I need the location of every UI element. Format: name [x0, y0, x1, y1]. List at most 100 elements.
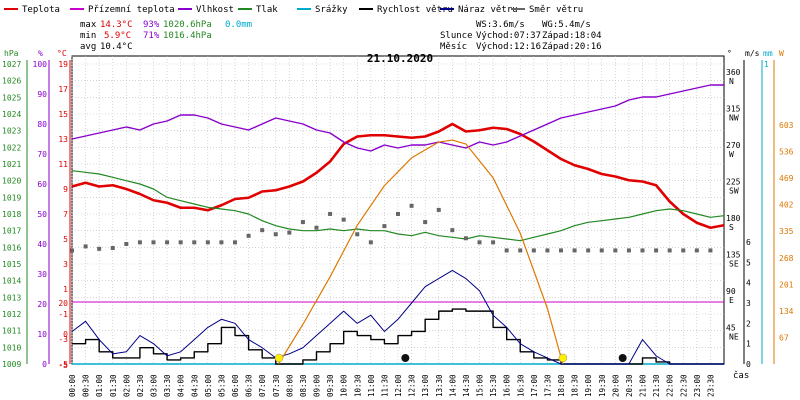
x-tick-label: 20:00	[611, 374, 620, 397]
hpa-tick-label: 1023	[2, 127, 21, 136]
solar-tick-label: 134	[779, 307, 794, 316]
dir-compass-label: NW	[729, 114, 739, 123]
wind-direction-point	[545, 248, 550, 253]
legend: Teplota Přízemní teplota Vlhkost Tlak Srážky…	[4, 5, 583, 15]
x-tick-label: 13:00	[421, 374, 430, 397]
wind-direction-point	[491, 240, 496, 245]
x-tick-label: 02:30	[136, 374, 145, 397]
dir-compass-label: SE	[729, 260, 739, 269]
wind-direction-point	[654, 248, 659, 253]
temp-lower-tick-label: 0	[63, 330, 68, 339]
legend-label: Srážky	[315, 5, 348, 15]
wind-direction-point	[300, 220, 305, 225]
legend-item: Náraz větru	[440, 5, 518, 15]
wind-direction-point	[124, 241, 129, 246]
stats-avg-temp: 10.4°C	[100, 42, 133, 52]
dir-tick-label: 90	[726, 287, 736, 296]
dir-tick-label: 270	[726, 141, 741, 150]
series-tlak	[71, 170, 725, 242]
dir-compass-label: E	[729, 296, 734, 305]
x-tick-label: 03:30	[163, 374, 172, 397]
legend-item: Rychlost větru	[359, 5, 453, 15]
stats-min-hum: 71%	[143, 31, 160, 41]
wind-tick-label: 5	[746, 258, 751, 267]
solar-tick-label: 536	[779, 148, 794, 157]
wind-direction-point	[667, 248, 672, 253]
x-tick-label: 05:30	[217, 374, 226, 397]
hpa-tick-label: 1022	[2, 143, 21, 152]
x-tick-label: 23:00	[693, 374, 702, 397]
hum-tick-label: 30	[37, 270, 47, 279]
hum-tick-label: 20	[37, 300, 47, 309]
temp-lower-tick-label: -5	[58, 361, 68, 370]
hum-tick-label: 100	[33, 60, 48, 69]
legend-label: Vlhkost	[196, 5, 234, 15]
legend-label: Tlak	[256, 5, 278, 15]
moonrise-marker	[401, 354, 410, 362]
solar-unit: W	[779, 49, 784, 58]
wind-direction-point	[219, 240, 224, 245]
x-tick-label: 12:00	[394, 374, 403, 397]
x-tick-label: 10:30	[353, 374, 362, 397]
temp-tick-label: 5	[63, 235, 68, 244]
wind-tick-label: 1	[746, 340, 751, 349]
x-tick-label: 00:00	[68, 374, 77, 397]
hpa-tick-label: 1024	[2, 110, 21, 119]
x-tick-label: 07:00	[258, 374, 267, 397]
wind-direction-point	[436, 207, 441, 212]
solar-tick-label: 402	[779, 201, 794, 210]
wind-tick-label: 2	[746, 319, 751, 328]
hpa-tick-label: 1015	[2, 260, 21, 269]
temp-tick-label: 7	[63, 210, 68, 219]
solar-tick-label: 469	[779, 174, 794, 183]
hpa-tick-label: 1010	[2, 343, 21, 352]
hum-tick-label: 70	[37, 150, 47, 159]
legend-label: Směr větru	[529, 5, 583, 15]
temp-tick-label: 13	[58, 135, 68, 144]
wind-direction-point	[192, 240, 197, 245]
wind-direction-point	[110, 246, 115, 251]
wind-direction-point	[97, 246, 102, 251]
temp-tick-label: -5	[58, 360, 68, 369]
wind-direction-series	[70, 203, 713, 253]
x-tick-label: 12:30	[408, 374, 417, 397]
legend-item: Srážky	[297, 5, 348, 15]
hum-tick-label: 50	[37, 210, 47, 219]
solar-tick-label: 603	[779, 121, 794, 130]
chart-header: 21.10.2020 max 14.3°C 93% 1020.6hPa 0.0m…	[80, 20, 749, 381]
sun-set: Západ:18:04	[542, 31, 602, 41]
hpa-tick-label: 1021	[2, 160, 21, 169]
wind-direction-point	[328, 211, 333, 216]
x-tick-label: 19:00	[584, 374, 593, 397]
hpa-tick-label: 1017	[2, 227, 21, 236]
x-tick-label: 10:00	[340, 374, 349, 397]
chart-series	[70, 84, 725, 365]
series-teplota	[71, 122, 725, 230]
solar-tick-label: 268	[779, 254, 794, 263]
temp-tick-label: -3	[58, 335, 68, 344]
hum-tick-label: 90	[37, 90, 47, 99]
x-tick-label: 03:00	[150, 374, 159, 397]
stats-rain-total: 0.0mm	[225, 20, 252, 30]
x-tick-label: 14:00	[448, 374, 457, 397]
sunset-marker	[558, 353, 568, 363]
dir-tick-label: 315	[726, 105, 741, 114]
stats-min-press: 1016.4hPa	[163, 31, 212, 41]
moon-label: Měsíc	[440, 42, 467, 52]
wind-direction-point	[368, 240, 373, 245]
wind-direction-point	[382, 224, 387, 229]
hum-tick-label: 40	[37, 240, 47, 249]
wind-direction-point	[572, 248, 577, 253]
wind-ws: WS:3.6m/s	[476, 20, 525, 30]
x-tick-label: 16:30	[516, 374, 525, 397]
wind-direction-point	[681, 248, 686, 253]
x-axis-label: čas	[733, 370, 749, 381]
hpa-tick-label: 1016	[2, 243, 21, 252]
wind-wg: WG:5.4m/s	[542, 20, 591, 30]
x-tick-label: 09:30	[326, 374, 335, 397]
temp-lower-tick-label: 20	[58, 299, 68, 308]
temp-tick-label: 3	[63, 260, 68, 269]
x-tick-label: 15:30	[489, 374, 498, 397]
wind-direction-point	[504, 248, 509, 253]
